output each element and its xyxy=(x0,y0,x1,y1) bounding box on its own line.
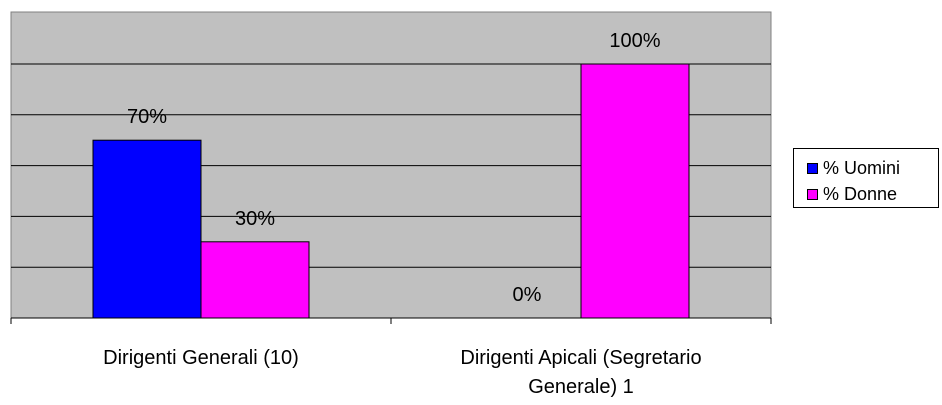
bar xyxy=(580,63,690,319)
data-label: 100% xyxy=(609,30,660,52)
category-labels: Dirigenti Generali (10) Dirigenti Apicali… xyxy=(103,347,701,398)
data-labels: 70% 30% 0% 100% xyxy=(127,30,661,306)
legend-item-donne: % Donne xyxy=(807,184,897,204)
legend-swatch-uomini xyxy=(807,162,818,174)
bar xyxy=(92,139,202,319)
legend-label-uomini: % Uomini xyxy=(823,157,901,178)
data-label: 30% xyxy=(235,208,275,230)
data-label: 0% xyxy=(513,284,542,306)
legend-item-uomini: % Uomini xyxy=(807,158,900,178)
bar xyxy=(200,241,310,319)
category-label: Dirigenti Apicali (Segretario Generale) 1 xyxy=(460,347,701,398)
category-label: Dirigenti Generali (10) xyxy=(103,347,299,369)
data-label: 70% xyxy=(127,106,167,128)
x-axis xyxy=(10,317,772,324)
legend-label-donne: % Donne xyxy=(823,183,898,204)
legend: % Uomini % Donne xyxy=(793,148,939,208)
bars xyxy=(92,63,690,319)
legend-swatch-donne xyxy=(807,188,818,200)
